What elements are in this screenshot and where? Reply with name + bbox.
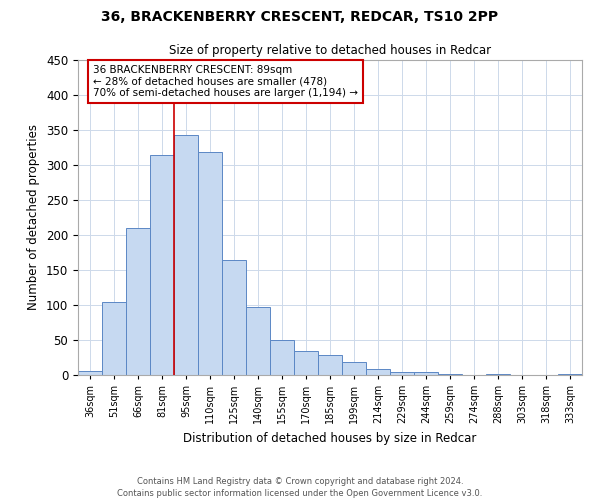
Bar [270, 340, 294, 375]
Title: Size of property relative to detached houses in Redcar: Size of property relative to detached ho… [169, 44, 491, 58]
Y-axis label: Number of detached properties: Number of detached properties [28, 124, 40, 310]
X-axis label: Distribution of detached houses by size in Redcar: Distribution of detached houses by size … [184, 432, 476, 444]
Bar [366, 368, 390, 375]
Bar [414, 372, 438, 375]
Bar [486, 374, 510, 375]
Bar [126, 228, 150, 375]
Bar [246, 307, 270, 375]
Bar [438, 374, 462, 375]
Text: Contains HM Land Registry data © Crown copyright and database right 2024.
Contai: Contains HM Land Registry data © Crown c… [118, 476, 482, 498]
Bar [150, 154, 174, 375]
Bar [78, 371, 102, 375]
Bar [174, 135, 198, 375]
Bar [342, 362, 366, 375]
Bar [558, 374, 582, 375]
Bar [318, 354, 342, 375]
Bar [294, 350, 318, 375]
Text: 36, BRACKENBERRY CRESCENT, REDCAR, TS10 2PP: 36, BRACKENBERRY CRESCENT, REDCAR, TS10 … [101, 10, 499, 24]
Bar [222, 260, 246, 375]
Bar [390, 372, 414, 375]
Bar [102, 302, 126, 375]
Text: 36 BRACKENBERRY CRESCENT: 89sqm
← 28% of detached houses are smaller (478)
70% o: 36 BRACKENBERRY CRESCENT: 89sqm ← 28% of… [93, 64, 358, 98]
Bar [198, 152, 222, 375]
